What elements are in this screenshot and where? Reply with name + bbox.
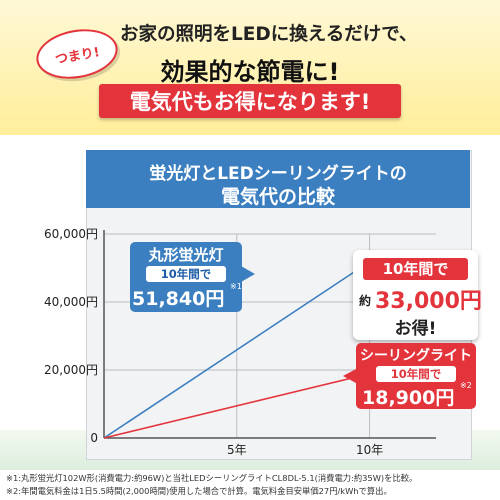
fluorescent-callout-value: 51,840円 (132, 288, 225, 310)
led-callout-name: シーリングライト (360, 348, 472, 364)
fluorescent-callout: 丸形蛍光灯 10年間で 51,840円 ※1 (130, 242, 242, 312)
footnote-1: ※1:丸形蛍光灯102W形(消費電力:約96W)と当社LEDシーリングライトCL… (6, 473, 418, 483)
fluorescent-series-line (103, 261, 371, 439)
fluorescent-callout-note: ※1 (230, 282, 242, 291)
header-banner: 電気代もお得になります! (99, 84, 401, 118)
led-callout-note: ※2 (460, 381, 472, 390)
led-callout-pointer (343, 369, 356, 383)
chart-title-bar: 蛍光灯とLEDシーリングライトの 電気代の比較 (86, 150, 470, 208)
led-callout-value: 18,900円 (362, 387, 455, 409)
header-line-2: 効果的な節電に! (160, 58, 340, 86)
header-line-1: お家の照明をLEDに換えるだけで、 (120, 24, 418, 45)
fluorescent-callout-period: 10年間で (146, 266, 226, 282)
y-tick-label: 40,000円 (44, 295, 98, 309)
led-callout: シーリングライト 10年間で 18,900円 ※2 (356, 343, 476, 409)
x-tick-label: 10年 (356, 443, 383, 457)
led-series-line (103, 372, 370, 439)
y-tick-label: 0 (90, 431, 98, 445)
footnote-2: ※2:年間電気料金は1日5.5時間(2,000時間)使用した場合で計算。電気料金… (6, 486, 392, 496)
y-tick-label: 20,000円 (44, 363, 98, 377)
chart-subtitle: 電気代の比較 (220, 186, 335, 208)
x-tick-label: 5年 (227, 443, 247, 457)
fluorescent-callout-pointer (241, 266, 255, 282)
led-callout-period: 10年間で (376, 366, 456, 382)
savings-callout-tail: お得! (394, 319, 437, 339)
savings-callout-period: 10年間で (363, 258, 468, 280)
savings-callout-amount: 33,000円 (375, 289, 482, 314)
savings-callout: 10年間で 約 33,000円 お得! (353, 250, 482, 340)
chart-title: 蛍光灯とLEDシーリングライトの (149, 164, 407, 184)
y-tick-label: 60,000円 (44, 227, 98, 241)
savings-callout-prefix: 約 (359, 294, 372, 308)
fluorescent-callout-name: 丸形蛍光灯 (148, 246, 224, 264)
